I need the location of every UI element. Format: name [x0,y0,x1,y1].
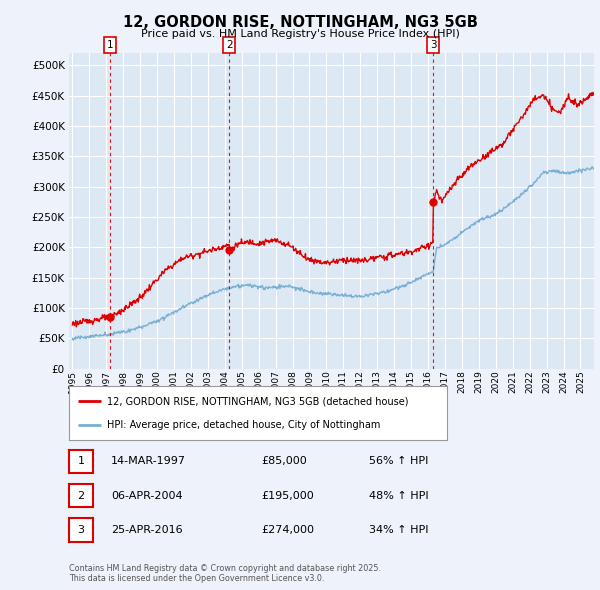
Text: 14-MAR-1997: 14-MAR-1997 [111,457,186,466]
Text: 3: 3 [430,40,437,50]
Text: 1: 1 [106,40,113,50]
Text: 2: 2 [226,40,233,50]
Text: 12, GORDON RISE, NOTTINGHAM, NG3 5GB: 12, GORDON RISE, NOTTINGHAM, NG3 5GB [122,15,478,30]
Text: 34% ↑ HPI: 34% ↑ HPI [369,525,428,535]
Text: 06-APR-2004: 06-APR-2004 [111,491,182,500]
Text: Contains HM Land Registry data © Crown copyright and database right 2025.
This d: Contains HM Land Registry data © Crown c… [69,563,381,583]
Text: £195,000: £195,000 [261,491,314,500]
Text: 12, GORDON RISE, NOTTINGHAM, NG3 5GB (detached house): 12, GORDON RISE, NOTTINGHAM, NG3 5GB (de… [107,396,409,407]
Text: Price paid vs. HM Land Registry's House Price Index (HPI): Price paid vs. HM Land Registry's House … [140,29,460,38]
Text: 1: 1 [77,457,85,466]
Text: 56% ↑ HPI: 56% ↑ HPI [369,457,428,466]
Text: 3: 3 [77,525,85,535]
Text: 2: 2 [77,491,85,500]
Text: 25-APR-2016: 25-APR-2016 [111,525,182,535]
Text: £85,000: £85,000 [261,457,307,466]
Text: HPI: Average price, detached house, City of Nottingham: HPI: Average price, detached house, City… [107,419,380,430]
Text: 48% ↑ HPI: 48% ↑ HPI [369,491,428,500]
Text: £274,000: £274,000 [261,525,314,535]
